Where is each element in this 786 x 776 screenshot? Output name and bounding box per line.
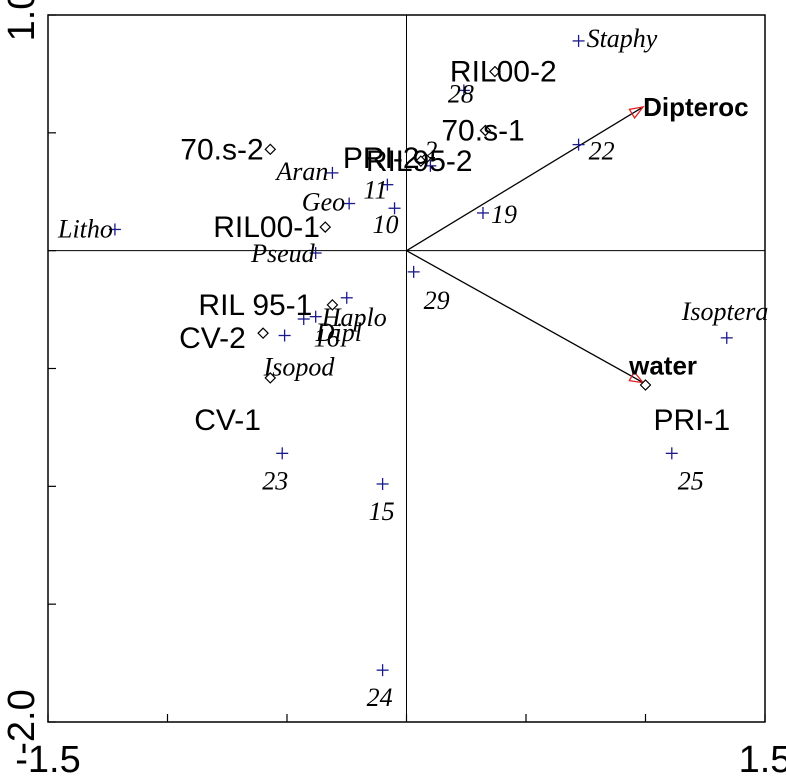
sample-label: 15 — [369, 497, 395, 526]
species-marker — [326, 166, 339, 179]
sample-marker — [381, 178, 394, 191]
species-label: Isoptera — [681, 297, 769, 326]
sample-label: 29 — [424, 286, 450, 315]
arrow-shaft — [406, 250, 644, 384]
site-label: RIL 95-1 — [198, 289, 312, 322]
site-marker — [639, 379, 652, 391]
site-label: 70.s-1 — [441, 114, 524, 147]
species-points: StaphyAranGeoLithoPseudHaploDiplIsopodIs… — [57, 24, 768, 382]
species-marker — [343, 197, 356, 210]
site-label: CV-2 — [179, 322, 246, 355]
sample-label: 10 — [373, 210, 399, 239]
site-label: PRI-2 — [343, 142, 420, 175]
arrow-label: Dipteroc — [643, 92, 748, 122]
x-tick-label: -1.5 — [15, 739, 80, 776]
species-label: Litho — [57, 214, 113, 243]
sample-marker — [376, 664, 389, 677]
sample-label: 28 — [448, 79, 474, 108]
x-tick-label: 1.5 — [739, 739, 786, 776]
species-marker — [572, 34, 585, 47]
axis-ticks — [47, 14, 766, 723]
sample-label: 25 — [678, 466, 704, 495]
site-label: 70.s-2 — [180, 133, 263, 166]
sample-marker — [388, 202, 401, 215]
sample-marker — [276, 447, 289, 460]
species-label: Aran — [274, 157, 328, 186]
site-label: RIL00-1 — [213, 211, 320, 244]
sample-label: 11 — [363, 176, 387, 205]
y-tick-label: 1.0 — [1, 0, 43, 41]
site-marker — [264, 372, 277, 384]
species-marker — [340, 291, 353, 304]
arrow-head — [628, 370, 645, 384]
site-label: RIL95-2 — [366, 145, 473, 178]
sample-label: 22 — [589, 137, 615, 166]
species-label: Dipl — [315, 318, 362, 347]
species-marker — [297, 313, 310, 326]
sample-marker — [665, 447, 678, 460]
species-marker — [720, 331, 733, 344]
species-label: Staphy — [587, 24, 658, 53]
sample-marker — [309, 310, 322, 323]
y-tick-label: -2.0 — [1, 689, 43, 754]
species-label: Geo — [302, 188, 345, 217]
sample-marker — [407, 265, 420, 278]
site-marker — [319, 221, 332, 233]
sample-marker — [424, 159, 437, 172]
species-marker — [108, 223, 121, 236]
species-label: Pseud — [250, 239, 316, 268]
species-marker — [278, 329, 291, 342]
sample-marker — [376, 477, 389, 490]
sample-label: 19 — [491, 200, 517, 229]
site-marker — [257, 327, 269, 339]
site-marker — [489, 65, 501, 78]
arrow-label: water — [628, 351, 697, 381]
sample-label: 23 — [262, 466, 288, 495]
site-marker — [479, 124, 492, 137]
site-label: CV-1 — [194, 404, 261, 437]
sample-marker — [572, 138, 585, 151]
arrow-head — [628, 105, 645, 120]
species-marker — [309, 247, 322, 260]
site-label: RIL00-2 — [450, 56, 557, 89]
site-marker — [326, 299, 339, 311]
sample-label: 24 — [367, 683, 393, 712]
sample-marker — [457, 84, 470, 97]
sample-label: 16 — [314, 324, 340, 353]
arrow-shaft — [406, 106, 644, 252]
sample-marker — [476, 206, 489, 219]
site-marker — [264, 143, 277, 156]
site-marker — [414, 155, 427, 167]
environmental-arrows: Dipteroc water — [406, 92, 749, 384]
site-label: PRI-1 — [654, 404, 731, 437]
